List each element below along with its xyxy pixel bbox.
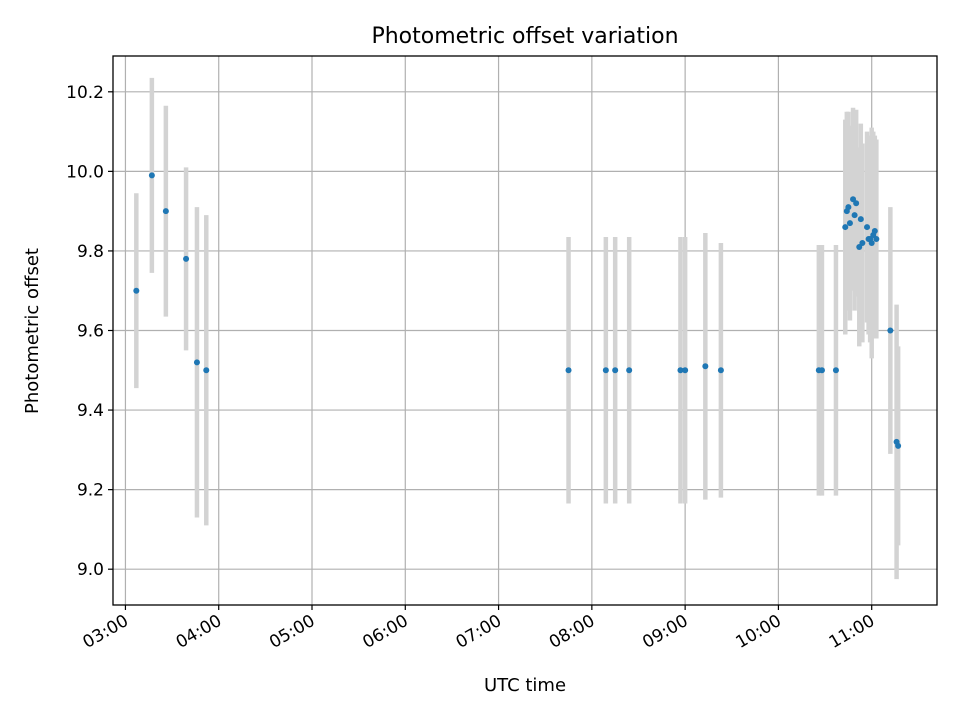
y-tick-label: 9.4 [77,401,104,421]
data-point [864,224,871,231]
data-point [717,367,724,374]
data-point [845,204,852,211]
data-point [846,220,853,227]
y-tick-label: 9.6 [77,322,104,342]
data-point [612,367,619,374]
data-point [682,367,689,374]
data-point [193,359,200,366]
y-tick-label: 9.0 [77,560,104,580]
data-point [702,363,709,370]
data-point [873,236,880,242]
data-point [859,239,866,246]
data-point [677,367,684,374]
data-point [602,367,609,374]
data-point [183,255,190,262]
data-point [842,224,849,231]
data-point [895,442,902,449]
y-tick-label: 9.8 [77,242,104,262]
data-point [887,327,894,334]
y-tick-label: 9.2 [77,481,104,501]
data-point [203,367,210,374]
x-axis-label: UTC time [484,675,566,696]
data-point [868,239,875,246]
y-tick-label: 10.0 [66,162,104,182]
chart-title: Photometric offset variation [371,24,678,49]
data-points [133,172,902,449]
data-point [857,216,864,223]
data-point [148,172,155,179]
data-point [853,200,860,207]
data-point [851,212,858,219]
y-axis-label: Photometric offset [22,248,43,414]
data-point [162,208,169,215]
data-point [871,228,878,235]
y-axis-ticks: 9.0 9.2 9.4 9.6 9.8 10.0 10.2 [66,83,113,580]
data-point [832,367,839,374]
data-point [133,287,140,294]
grid [113,56,937,605]
data-point [818,367,825,374]
data-point [626,367,633,374]
y-tick-label: 10.2 [66,83,104,103]
data-point [565,367,572,374]
